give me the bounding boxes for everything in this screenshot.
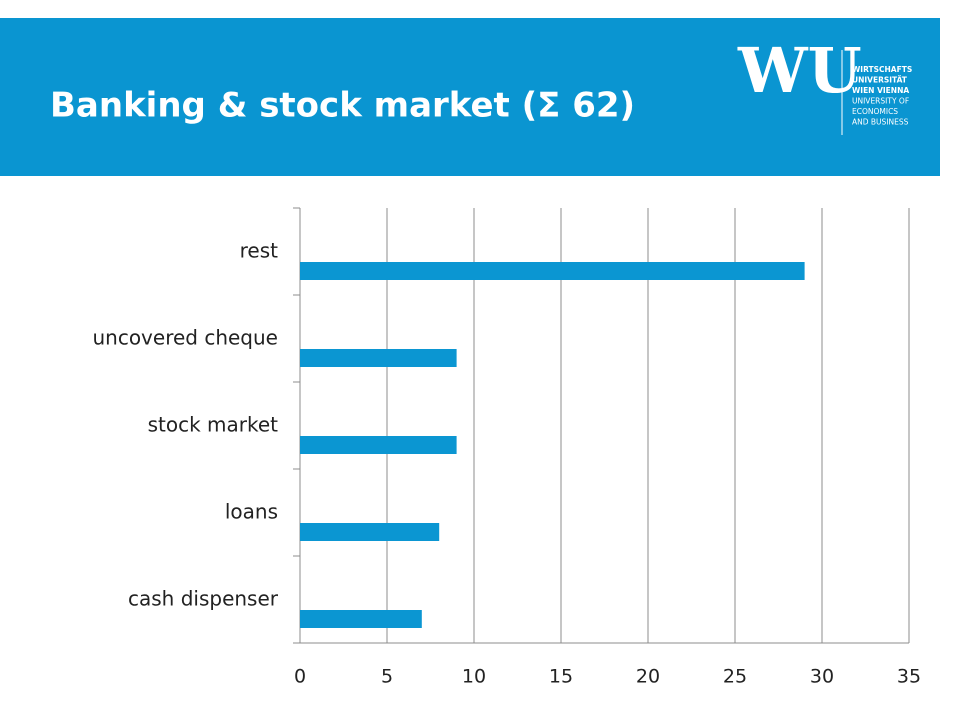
logo-line: ECONOMICS [852, 107, 898, 116]
bar [300, 349, 457, 367]
y-tick-label: uncovered cheque [92, 326, 278, 350]
x-tick-label: 30 [810, 666, 834, 688]
x-tick-label: 35 [897, 666, 921, 688]
logo-line: WIEN VIENNA [852, 86, 909, 95]
header-band [0, 18, 940, 176]
x-tick-label: 20 [636, 666, 660, 688]
logo-line: UNIVERSITY OF [852, 97, 909, 106]
y-tick-label: stock market [148, 413, 279, 437]
x-tick-label: 0 [294, 666, 306, 688]
bar [300, 523, 440, 541]
logo-line: AND BUSINESS [852, 118, 909, 127]
logo-line: UNIVERSITÄT [852, 76, 908, 85]
bar [300, 262, 805, 280]
logo-mark: WU [737, 34, 862, 107]
plot: 0 5 10 15 20 25 30 35 rest uncovered cheque stock … [92, 207, 921, 688]
bar [300, 610, 422, 628]
x-tick-label: 25 [723, 666, 747, 688]
bar [300, 436, 457, 454]
y-tick-label: loans [225, 500, 278, 524]
x-tick-label: 15 [549, 666, 573, 688]
x-tick-label: 5 [381, 666, 393, 688]
y-tick-label: rest [240, 239, 279, 263]
slide-title: Banking & stock market (Σ 62) [50, 86, 635, 126]
y-tick-label: cash dispenser [128, 587, 279, 611]
x-tick-label: 10 [462, 666, 486, 688]
logo-line: WIRTSCHAFTS [852, 65, 912, 74]
